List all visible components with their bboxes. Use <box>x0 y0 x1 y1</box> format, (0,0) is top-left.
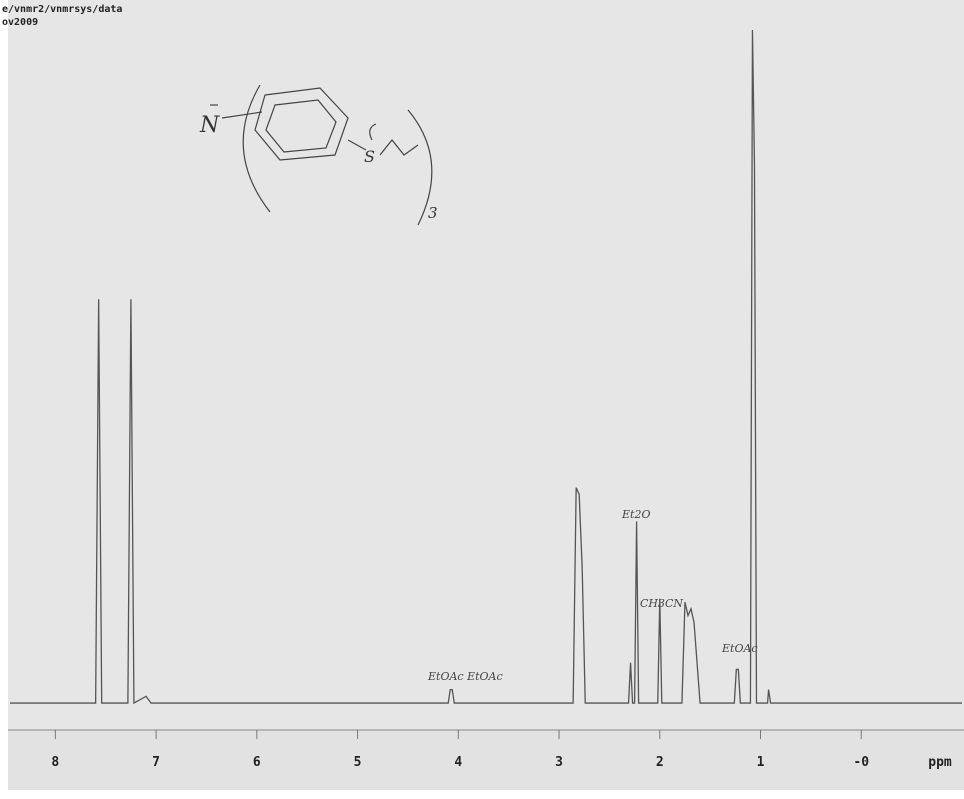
ethyl <box>379 139 419 156</box>
count: 3 <box>428 204 438 222</box>
x-tick-label: 7 <box>152 755 160 770</box>
x-tick-label: 6 <box>253 755 261 770</box>
atom-n: N <box>199 113 220 138</box>
x-tick-label: 2 <box>656 755 664 770</box>
plot-background <box>8 0 964 730</box>
header-path: e/vnmr2/vnmrsys/data <box>2 4 122 15</box>
spectrum-line <box>10 29 962 705</box>
structure <box>210 84 433 226</box>
axis-background <box>8 730 964 790</box>
annotation: Et2O <box>621 508 650 521</box>
x-tick-label: 8 <box>51 755 59 770</box>
paren-left <box>242 84 271 213</box>
header-date: ov2009 <box>2 17 38 28</box>
ring <box>254 87 349 161</box>
x-tick-label: 5 <box>354 755 362 770</box>
paren-right <box>407 109 433 226</box>
annotation: EtOAc <box>721 642 758 655</box>
bond <box>221 111 263 119</box>
annotation: EtOAc EtOAc <box>427 670 503 683</box>
x-axis-label: ppm <box>928 755 952 770</box>
bond <box>347 139 367 151</box>
x-tick-label: 1 <box>757 755 765 770</box>
lone-pair <box>369 123 377 141</box>
atom-s: S <box>364 147 375 166</box>
annotation: CH3CN <box>640 597 683 610</box>
ring-inner <box>265 99 337 153</box>
x-tick-label: 4 <box>454 755 462 770</box>
x-tick-label: 3 <box>555 755 563 770</box>
x-tick-label: -0 <box>853 755 869 770</box>
